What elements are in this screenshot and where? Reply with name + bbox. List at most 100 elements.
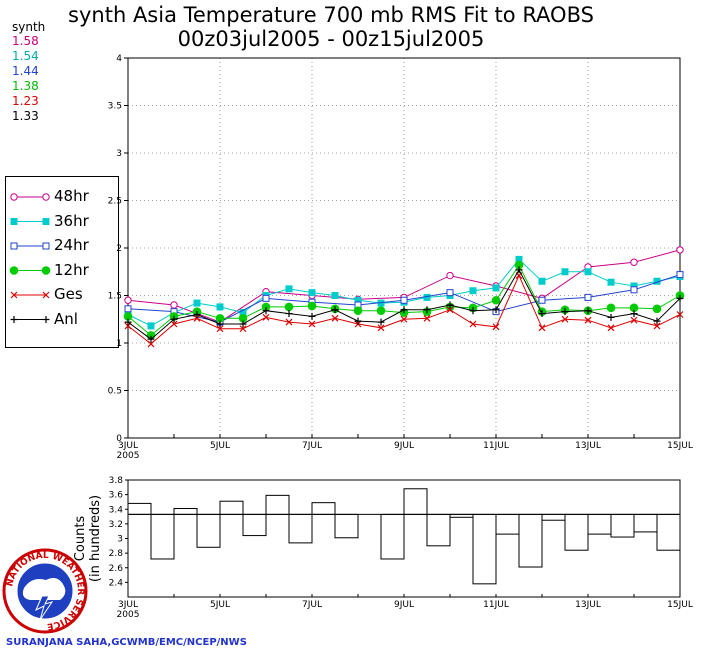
count-y-tick-label: 2.4 [109, 578, 124, 588]
y-tick-label: 2.5 [108, 197, 122, 207]
count-bar [311, 502, 336, 515]
point-Ges [377, 324, 385, 332]
point-Anl [354, 317, 362, 325]
stat-value: 1.58 [12, 34, 39, 48]
chart-subtitle: 00z03jul2005 - 00z15jul2005 [177, 27, 485, 51]
count-bar [518, 513, 543, 568]
stat-value: 1.44 [12, 64, 39, 78]
point-36hr [216, 303, 224, 311]
point-36hr [561, 268, 569, 276]
point-Anl [377, 318, 385, 326]
point-Anl [308, 312, 316, 320]
point-36hr [607, 278, 615, 286]
point-36hr [239, 309, 247, 317]
legend-markers [9, 193, 51, 323]
x-tick-label: 13JUL [575, 441, 601, 451]
point-Ges [216, 325, 224, 333]
point-36hr [469, 287, 477, 295]
count-y-tick-label: 3.2 [109, 520, 123, 530]
point-Ges [653, 322, 661, 330]
point-24hr [584, 293, 592, 301]
point-36hr [584, 268, 592, 276]
legend-marker-Anl [42, 316, 50, 323]
x-tick-label: 15JUL [667, 441, 693, 451]
point-12hr [491, 295, 501, 305]
point-Anl [584, 307, 592, 315]
count-x-tick-label: 7JUL [302, 600, 322, 610]
stat-value: 1.23 [12, 94, 39, 108]
legend-marker-36hr [10, 218, 18, 225]
point-48hr [446, 271, 454, 280]
legend-marker-12hr [41, 266, 51, 275]
count-bar [633, 513, 658, 533]
stats-label: synth [12, 20, 46, 34]
legend-label-Anl: Anl [54, 309, 78, 328]
x-tick-label: 3JUL [118, 441, 138, 451]
point-Ges [676, 311, 684, 318]
point-Ges [262, 313, 270, 321]
point-Ges [331, 314, 339, 322]
count-x-tick-label: 13JUL [575, 600, 601, 610]
x-tick-sublabel: 2005 [117, 451, 140, 461]
legend: 48hr 36hr 24hr 12hr Ges Anl [5, 176, 119, 348]
point-Ges [561, 315, 569, 323]
stat-value: 1.38 [12, 79, 39, 93]
y-tick-label: 3 [116, 149, 122, 159]
point-Ges [170, 320, 178, 328]
point-36hr [423, 293, 431, 301]
point-Anl [515, 266, 523, 274]
point-24hr [400, 296, 408, 304]
count-bar [288, 513, 313, 544]
point-24hr [124, 305, 132, 313]
point-Anl [331, 306, 339, 314]
stat-value: 1.33 [12, 109, 39, 123]
count-bar [610, 513, 635, 538]
point-24hr [630, 286, 638, 294]
point-12hr [652, 304, 662, 314]
legend-marker-Ges [42, 291, 50, 299]
count-bar [380, 513, 405, 560]
point-Anl [193, 311, 201, 318]
count-bar [495, 513, 520, 535]
point-Ges [492, 323, 500, 331]
point-Anl [446, 301, 454, 309]
point-24hr [446, 289, 454, 297]
point-Anl [239, 320, 247, 328]
point-12hr [376, 306, 386, 316]
point-24hr [676, 271, 684, 279]
point-Anl [262, 307, 270, 315]
point-36hr [308, 289, 316, 297]
count-bar [564, 513, 589, 551]
count-y-tick-label: 3 [117, 535, 123, 545]
legend-marker-36hr [42, 218, 50, 225]
point-Anl [630, 310, 638, 318]
legend-label-12hr: 12hr [54, 260, 89, 279]
count-frame [127, 479, 681, 598]
point-Anl [423, 306, 431, 314]
point-Ges [469, 320, 477, 328]
point-Anl [124, 318, 132, 326]
legend-marker-12hr [9, 266, 19, 275]
point-Anl [216, 320, 224, 328]
count-bar [426, 513, 451, 547]
point-Anl [492, 306, 500, 314]
point-Ges [446, 306, 454, 314]
point-Anl [538, 310, 546, 318]
point-12hr [353, 306, 363, 316]
x-tick-label: 9JUL [394, 441, 414, 451]
legend-label-24hr: 24hr [54, 236, 89, 254]
point-12hr [284, 302, 294, 312]
legend-marker-Ges [10, 291, 18, 299]
point-Ges [423, 314, 431, 322]
count-bar [196, 513, 221, 548]
point-Ges [193, 314, 201, 322]
point-Anl [400, 306, 408, 314]
point-24hr [538, 296, 546, 304]
y-tick-label: 3.5 [108, 102, 122, 112]
point-36hr [285, 285, 293, 293]
count-bar [334, 513, 359, 539]
point-Ges [584, 316, 592, 324]
count-x-tick-label: 3JUL [118, 600, 138, 610]
y-tick-label: 0.5 [108, 387, 122, 397]
